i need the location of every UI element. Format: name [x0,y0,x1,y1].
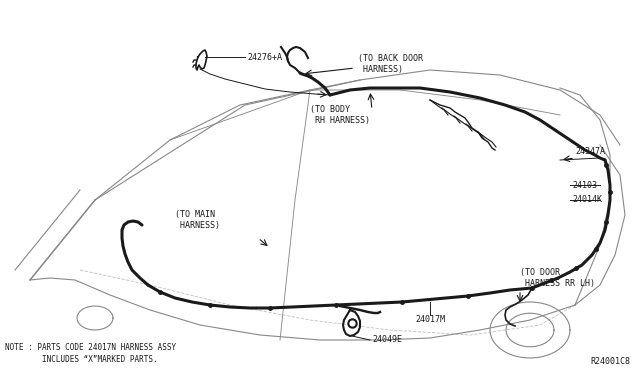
Text: (TO DOOR
 HARNESS RR LH): (TO DOOR HARNESS RR LH) [520,268,595,288]
Text: 24049E: 24049E [372,336,402,344]
Text: 24347A: 24347A [575,148,605,157]
Text: (TO BODY
 RH HARNESS): (TO BODY RH HARNESS) [310,105,370,125]
Text: 24276+A: 24276+A [247,52,282,61]
Text: 24103: 24103 [572,180,597,189]
Text: R24001C8: R24001C8 [590,357,630,366]
Text: NOTE : PARTS CODE 24017N HARNESS ASSY: NOTE : PARTS CODE 24017N HARNESS ASSY [5,343,176,353]
Text: 24017M: 24017M [415,315,445,324]
Text: (TO MAIN
 HARNESS): (TO MAIN HARNESS) [175,210,220,230]
Text: 24014K: 24014K [572,196,602,205]
Text: (TO BACK DOOR
 HARNESS): (TO BACK DOOR HARNESS) [358,54,423,74]
Text: INCLUDES “X”MARKED PARTS.: INCLUDES “X”MARKED PARTS. [5,356,157,365]
